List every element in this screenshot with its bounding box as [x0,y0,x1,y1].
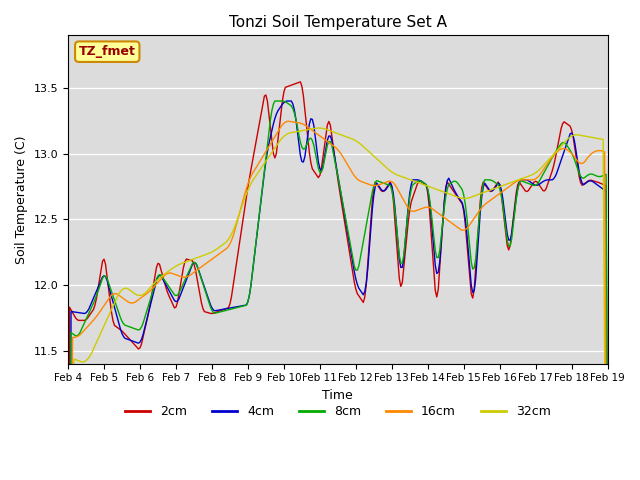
4cm [391,203,399,209]
Line: 16cm: 16cm [68,121,607,480]
16cm [373,182,381,188]
8cm [373,178,381,183]
Title: Tonzi Soil Temperature Set A: Tonzi Soil Temperature Set A [229,15,447,30]
2cm [79,317,87,323]
32cm [314,125,322,131]
X-axis label: Time: Time [323,389,353,402]
2cm [296,79,304,85]
16cm [79,329,87,335]
Y-axis label: Soil Temperature (C): Soil Temperature (C) [15,135,28,264]
2cm [403,234,411,240]
8cm [403,222,411,228]
Text: TZ_fmet: TZ_fmet [79,45,136,58]
32cm [164,268,172,274]
16cm [164,270,172,276]
8cm [391,206,399,212]
16cm [540,167,547,173]
4cm [164,287,172,292]
4cm [79,311,87,316]
8cm [164,283,172,289]
Line: 8cm: 8cm [68,101,607,480]
2cm [164,292,172,298]
4cm [283,98,291,104]
4cm [373,180,381,186]
32cm [540,163,547,169]
8cm [79,323,87,329]
32cm [79,359,87,365]
32cm [403,176,411,181]
2cm [540,188,547,193]
16cm [403,203,411,209]
Line: 4cm: 4cm [68,101,607,480]
8cm [271,98,278,104]
2cm [373,181,381,187]
Line: 32cm: 32cm [68,128,607,480]
32cm [391,171,399,177]
4cm [403,221,411,227]
2cm [391,216,399,222]
16cm [285,119,292,124]
32cm [373,156,381,162]
8cm [540,171,547,177]
16cm [391,181,399,187]
Legend: 2cm, 4cm, 8cm, 16cm, 32cm: 2cm, 4cm, 8cm, 16cm, 32cm [120,400,556,423]
4cm [540,179,547,184]
Line: 2cm: 2cm [68,82,607,480]
